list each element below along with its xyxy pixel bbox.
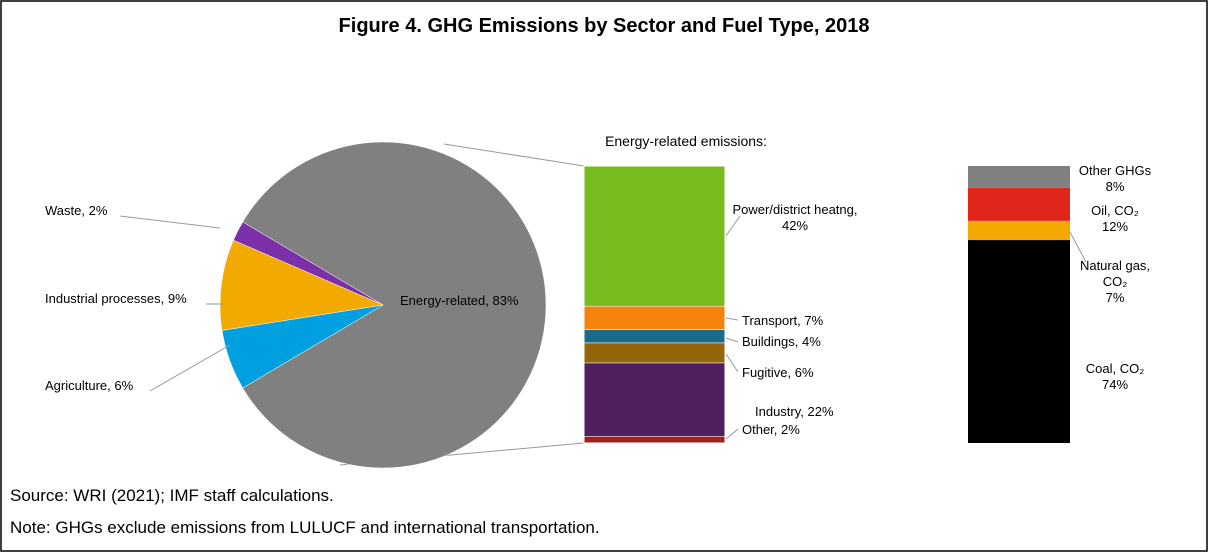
bar-segment — [968, 220, 1070, 241]
bar-outline — [583, 165, 726, 444]
bar-segment — [968, 240, 1070, 443]
leader-line — [119, 215, 221, 229]
data-label: Power/district heatng, 42% — [732, 202, 857, 233]
data-label: Oil, CO₂ 12% — [1091, 203, 1139, 234]
leader-line — [1069, 231, 1087, 263]
data-label: Fugitive, 6% — [742, 365, 814, 380]
data-label: Energy-related, 83% — [400, 293, 519, 308]
leader-line — [725, 215, 741, 237]
data-label: Natural gas, CO₂ 7% — [1080, 258, 1150, 305]
leader-line — [725, 428, 739, 440]
bar-segment — [583, 305, 726, 330]
bar-segment — [583, 165, 726, 307]
data-label: Other, 2% — [742, 422, 800, 437]
bar-segment — [583, 436, 726, 444]
source: Source: WRI (2021); IMF staff calculatio… — [10, 486, 334, 505]
data-label: Industrial processes, 9% — [45, 291, 187, 306]
data-label: Agriculture, 6% — [45, 378, 134, 393]
chart-title: Figure 4. GHG Emissions by Sector and Fu… — [339, 15, 870, 37]
bar-segment — [968, 166, 1070, 188]
data-label: Waste, 2% — [45, 203, 108, 218]
bar-title: Energy-related emissions: — [605, 133, 767, 149]
note: Note: GHGs exclude emissions from LULUCF… — [10, 518, 600, 537]
data-label: Industry, 22% — [755, 404, 834, 419]
leader-line — [149, 344, 231, 392]
pie-slice — [242, 141, 547, 469]
bar-segment — [583, 329, 726, 344]
data-label: Coal, CO₂ 74% — [1086, 361, 1145, 392]
leader-line — [725, 353, 739, 373]
bar-segment — [968, 187, 1070, 221]
bar-segment — [583, 342, 726, 364]
data-label: Buildings, 4% — [742, 334, 821, 349]
connector — [443, 143, 585, 167]
bar-segment — [583, 362, 726, 437]
leader-line — [725, 317, 739, 321]
data-label: Other GHGs 8% — [1079, 163, 1152, 194]
leader-line — [725, 337, 739, 343]
data-label: Transport, 7% — [742, 313, 824, 328]
pie-slice — [219, 239, 384, 331]
pie-slice — [221, 304, 384, 389]
